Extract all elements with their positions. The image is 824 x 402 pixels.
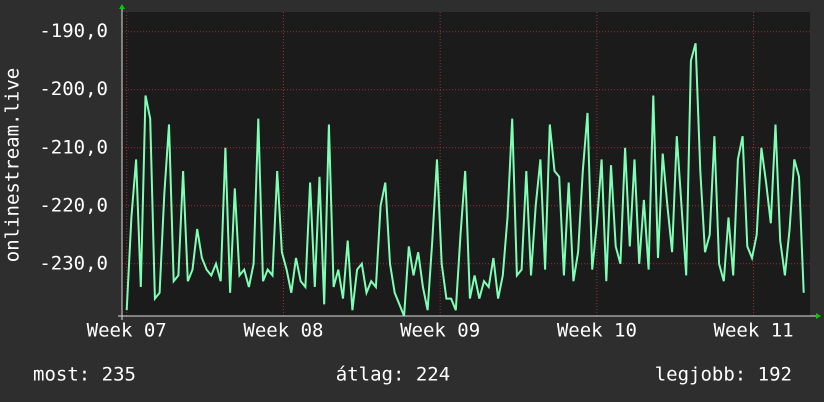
x-tick-label: Week 11 <box>714 320 794 342</box>
y-tick-label: -190,0 <box>39 20 108 42</box>
y-axis-label: onlinestream.live <box>2 68 24 262</box>
stat-label: átlag: 224 <box>336 364 450 386</box>
y-tick-label: -210,0 <box>39 136 108 158</box>
stat-label: most: 235 <box>33 364 136 386</box>
x-tick-label: Week 09 <box>400 320 480 342</box>
data-line <box>125 43 805 317</box>
x-tick-label: Week 08 <box>243 320 323 342</box>
axis-arrow <box>816 313 821 319</box>
x-tick-label: Week 10 <box>557 320 637 342</box>
stat-label: legjobb: 192 <box>655 364 792 386</box>
x-tick-label: Week 07 <box>87 320 167 342</box>
y-tick-label: -200,0 <box>39 78 108 100</box>
axis-arrow <box>119 4 125 9</box>
y-tick-label: -230,0 <box>39 252 108 274</box>
y-tick-label: -220,0 <box>39 194 108 216</box>
